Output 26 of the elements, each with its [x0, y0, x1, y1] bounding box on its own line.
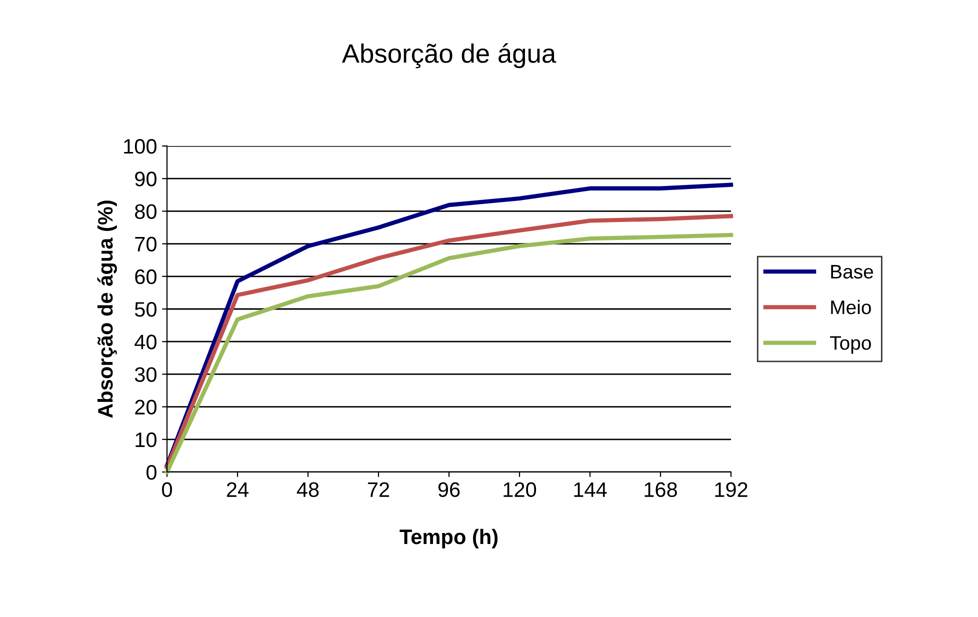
x-tick-label: 0	[162, 482, 172, 498]
y-tick-label: 50	[134, 302, 156, 317]
y-tick-label: 30	[134, 367, 156, 382]
x-tick-label: 120	[504, 482, 536, 498]
x-axis-title: Tempo (h)	[400, 528, 498, 548]
y-tick-label: 80	[135, 204, 156, 219]
y-axis-title: Absorção de água (%)	[97, 200, 117, 418]
y-tick-label: 90	[135, 172, 156, 186]
y-tick-label: 60	[135, 269, 156, 284]
x-tick-label: 24	[226, 482, 248, 497]
x-tick-label: 144	[574, 482, 607, 497]
y-tick-label: 20	[135, 400, 156, 415]
legend-label: Meio	[831, 300, 871, 314]
y-tick-label: 10	[136, 432, 156, 448]
y-tick-label: 70	[135, 236, 156, 252]
y-tick-label: 0	[146, 465, 156, 480]
legend-label: Topo	[830, 336, 871, 354]
legend-label: Base	[831, 265, 874, 279]
x-tick-label: 192	[715, 482, 748, 498]
y-tick-label: 40	[134, 334, 156, 350]
x-tick-label: 48	[296, 482, 319, 498]
chart-title: Absorção de água	[342, 43, 556, 68]
x-tick-label: 168	[644, 482, 677, 498]
x-tick-label: 96	[438, 482, 460, 498]
y-tick-label: 100	[124, 139, 156, 154]
x-tick-label: 72	[368, 482, 390, 497]
